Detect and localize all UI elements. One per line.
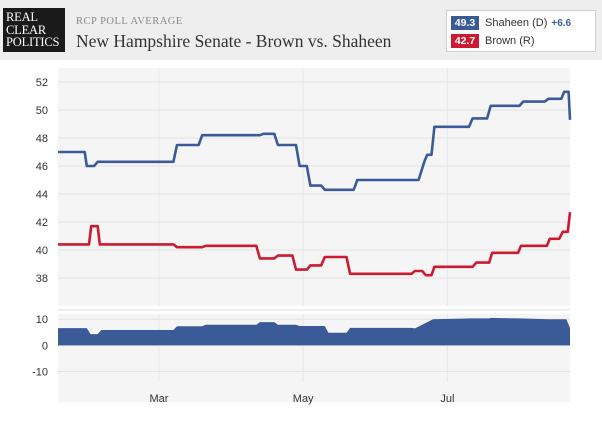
y-tick-label: 42 [36,217,48,229]
chart-svg: 38 40 42 44 46 48 50 52 10 0 -10 Mar May Jul [32,68,572,405]
y-tick-label: 44 [36,189,48,201]
realclearpolitics-logo[interactable]: REAL CLEAR POLITICS [3,8,65,52]
series-line-shaheen [58,90,572,192]
y-tick-label: 46 [36,161,48,173]
legend-name-brown: Brown (R) [485,35,535,47]
y-tick-label: 48 [36,133,48,145]
y-tick-label: 50 [36,105,48,117]
legend-item-brown: 42.7 Brown (R) [451,33,535,49]
y-tick-label: 40 [36,245,48,257]
y-tick-label: 52 [36,77,48,89]
y-tick-label: 38 [36,273,48,285]
legend-item-shaheen: 49.3 Shaheen (D) +6.6 [451,15,571,31]
legend-name-shaheen: Shaheen (D) [485,17,548,29]
x-tick-label: Jul [440,393,454,405]
chart-header: REAL CLEAR POLITICS RCP POLL AVERAGE New… [0,0,602,60]
x-tick-label: Mar [149,393,168,405]
legend-value-brown: 42.7 [451,34,479,48]
logo-line-3: POLITICS [6,35,60,49]
spread-y-tick-label: 0 [42,340,48,352]
chart-area: 38 40 42 44 46 48 50 52 10 0 -10 Mar May Jul [0,62,602,421]
axis-band-background [58,382,570,402]
spread-y-tick-label: 10 [36,314,48,326]
chart-subtitle: RCP POLL AVERAGE [76,16,183,27]
x-tick-label: May [293,393,314,405]
logo-line-2: CLEAR [6,22,46,37]
main-plot-background [58,68,570,306]
legend: 49.3 Shaheen (D) +6.6 42.7 Brown (R) [446,10,596,52]
spread-y-tick-label: -10 [32,367,48,379]
logo-line-1: REAL [6,10,38,24]
chart-title: New Hampshire Senate - Brown vs. Shaheen [76,31,392,51]
legend-value-shaheen: 49.3 [451,16,479,30]
legend-spread-shaheen: +6.6 [551,17,572,29]
series-line-brown [58,212,572,277]
spread-area [58,317,570,346]
